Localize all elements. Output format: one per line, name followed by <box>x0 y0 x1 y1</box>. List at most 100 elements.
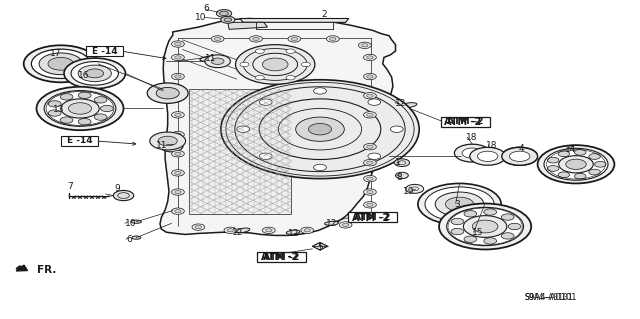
Circle shape <box>301 62 310 67</box>
Circle shape <box>255 76 264 80</box>
Circle shape <box>435 192 484 216</box>
Circle shape <box>501 214 514 220</box>
Circle shape <box>175 94 181 97</box>
Circle shape <box>575 173 586 179</box>
Circle shape <box>259 153 272 160</box>
Circle shape <box>314 88 326 94</box>
Circle shape <box>175 56 181 59</box>
Circle shape <box>364 144 376 150</box>
Circle shape <box>451 228 464 235</box>
Circle shape <box>262 58 288 71</box>
Text: S9A4–A0101: S9A4–A0101 <box>525 293 577 302</box>
Polygon shape <box>160 19 396 235</box>
Circle shape <box>364 73 376 80</box>
Text: 9: 9 <box>114 184 120 193</box>
Circle shape <box>589 154 600 160</box>
FancyBboxPatch shape <box>61 136 98 146</box>
Circle shape <box>224 227 237 234</box>
Circle shape <box>224 18 232 22</box>
Text: 16: 16 <box>78 71 90 80</box>
Circle shape <box>367 161 373 164</box>
Circle shape <box>326 36 339 42</box>
Ellipse shape <box>157 142 175 146</box>
Text: 17: 17 <box>50 49 61 58</box>
Text: 12: 12 <box>326 219 338 228</box>
Ellipse shape <box>132 236 141 239</box>
Circle shape <box>175 113 181 116</box>
Text: 12: 12 <box>232 228 244 237</box>
Circle shape <box>175 133 181 136</box>
Ellipse shape <box>237 228 250 233</box>
Circle shape <box>330 37 336 41</box>
Circle shape <box>172 73 184 80</box>
Circle shape <box>221 16 235 23</box>
Circle shape <box>39 53 83 75</box>
Ellipse shape <box>400 103 417 108</box>
Circle shape <box>364 175 376 182</box>
Circle shape <box>49 110 61 116</box>
Circle shape <box>364 112 376 118</box>
Circle shape <box>566 159 586 169</box>
Ellipse shape <box>286 230 300 234</box>
Text: 5: 5 <box>317 243 323 252</box>
Text: 19: 19 <box>403 187 415 196</box>
Circle shape <box>172 93 184 99</box>
Circle shape <box>364 189 376 195</box>
Text: 11: 11 <box>205 54 216 63</box>
Ellipse shape <box>131 220 141 223</box>
Polygon shape <box>312 242 328 250</box>
Circle shape <box>477 151 498 161</box>
Circle shape <box>172 208 184 214</box>
Circle shape <box>192 224 205 230</box>
Circle shape <box>175 152 181 155</box>
Circle shape <box>454 144 490 162</box>
Text: 15: 15 <box>472 228 484 237</box>
Circle shape <box>44 91 116 126</box>
Circle shape <box>71 62 118 85</box>
Polygon shape <box>189 89 291 214</box>
Circle shape <box>172 112 184 118</box>
Circle shape <box>368 99 381 105</box>
Circle shape <box>205 55 230 68</box>
Circle shape <box>60 94 73 100</box>
Circle shape <box>150 132 186 150</box>
Circle shape <box>406 184 424 193</box>
Circle shape <box>451 218 464 225</box>
Circle shape <box>94 97 107 103</box>
Circle shape <box>220 11 228 16</box>
Text: 1: 1 <box>395 158 401 167</box>
Circle shape <box>78 92 91 99</box>
Circle shape <box>172 151 184 157</box>
Circle shape <box>367 56 373 59</box>
Circle shape <box>255 49 264 53</box>
Circle shape <box>36 87 124 130</box>
Circle shape <box>266 229 272 232</box>
Circle shape <box>470 147 506 165</box>
Circle shape <box>160 140 183 152</box>
Circle shape <box>172 41 184 47</box>
Circle shape <box>364 202 376 208</box>
Text: 11: 11 <box>156 141 167 150</box>
Text: ATM -2: ATM -2 <box>447 117 484 126</box>
Circle shape <box>175 210 181 213</box>
Circle shape <box>221 80 419 179</box>
Circle shape <box>472 220 498 233</box>
Circle shape <box>211 36 224 42</box>
Circle shape <box>358 42 371 48</box>
Circle shape <box>24 45 98 82</box>
Circle shape <box>314 164 326 171</box>
Circle shape <box>367 177 373 180</box>
Circle shape <box>236 45 315 84</box>
Text: S9A4–A0101: S9A4–A0101 <box>525 293 573 302</box>
Ellipse shape <box>324 221 339 225</box>
Circle shape <box>262 227 275 234</box>
Circle shape <box>364 93 376 99</box>
Circle shape <box>462 148 483 158</box>
Circle shape <box>558 151 570 157</box>
Text: 3: 3 <box>454 200 460 209</box>
Text: 10: 10 <box>195 13 207 22</box>
Circle shape <box>358 214 371 220</box>
Circle shape <box>172 170 184 176</box>
Circle shape <box>237 126 250 132</box>
Polygon shape <box>228 22 268 29</box>
